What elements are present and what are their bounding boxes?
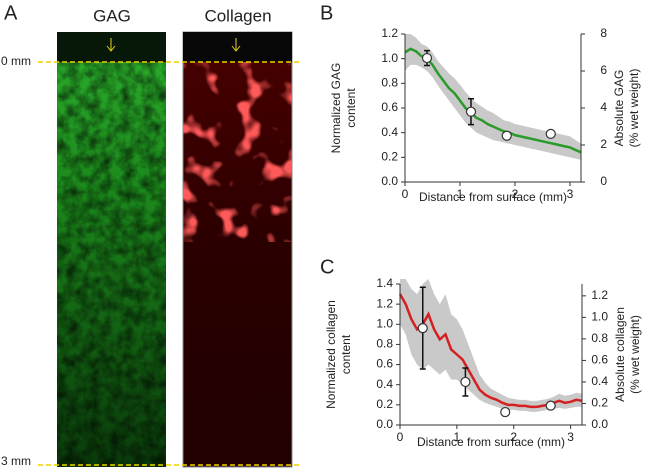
panel-label: C: [320, 256, 334, 278]
x-tick-label: 3: [567, 430, 574, 444]
surface-arrow: [106, 38, 241, 52]
image-top: [183, 32, 292, 62]
y2-tick-label: 0.4: [591, 374, 608, 388]
data-point: [545, 128, 556, 139]
y2-tick-label: 2: [600, 137, 607, 151]
column-title: GAG: [93, 6, 131, 25]
y-tick-label: 0.0: [376, 417, 393, 431]
y-tick-label: 1.0: [381, 51, 398, 65]
y-tick-label: 1.4: [376, 276, 393, 290]
micrograph-panel: A GAG Collagen 0 mm 3 mm: [1, 2, 300, 468]
data-point: [501, 130, 512, 141]
y-tick-label: 0.4: [381, 125, 398, 139]
y-tick-label: 0.8: [381, 76, 398, 90]
y-tick-label: 0.8: [376, 337, 393, 351]
chart: C 0 1 2 3 0.0 0.2 0.4 0.6 0.8 1.0 1.2 1.4 0.0 0.2 0.4 0.…: [320, 256, 642, 449]
data-point: [545, 400, 556, 411]
std-band: [405, 34, 581, 160]
x-tick-label: 0: [402, 187, 409, 201]
y-axis-label: content: [344, 88, 358, 128]
y-tick-label: 1.0: [376, 316, 393, 330]
collagen-texture: [183, 62, 292, 242]
x-tick-label: 1: [454, 430, 461, 444]
panel-label: B: [320, 2, 333, 24]
y-tick-label: 0.4: [376, 377, 393, 391]
panel-label: A: [4, 2, 18, 24]
y2-tick-label: 6: [600, 63, 607, 77]
std-band: [400, 278, 582, 412]
x-tick-label: 2: [512, 187, 519, 201]
y2-axis-label: Absolute GAG: [612, 70, 626, 147]
y2-tick-label: 0: [600, 174, 607, 188]
x-tick-label: 0: [397, 430, 404, 444]
chart: B 0 1 2 3 0.0 0.2 0.4 0.6 0.8 1.0 1.2 0 2 4 6 8 Distance …: [320, 2, 641, 204]
y2-tick-label: 0.2: [591, 396, 608, 410]
depth-label: 3 mm: [1, 454, 31, 468]
data-point: [460, 376, 471, 388]
y2-axis-label: Absolute collagen: [613, 307, 627, 402]
y-tick-label: 0.2: [381, 150, 398, 164]
y2-tick-label: 4: [600, 100, 607, 114]
y2-tick-label: 8: [600, 26, 607, 40]
y-tick-label: 0.2: [376, 397, 393, 411]
y2-tick-label: 1.0: [591, 310, 608, 324]
y-axis-label: content: [339, 334, 353, 374]
x-tick-label: 3: [567, 187, 574, 201]
y2-tick-label: 0.8: [591, 331, 608, 345]
y-tick-label: 1.2: [381, 26, 398, 40]
x-tick-label: 1: [457, 187, 464, 201]
y-tick-label: 0.6: [376, 357, 393, 371]
data-point: [465, 106, 477, 117]
data-point: [500, 406, 511, 418]
y2-tick-label: 0.6: [591, 353, 608, 367]
mean-line: [404, 47, 582, 154]
gag-texture: [57, 32, 166, 467]
y-axis-label: Normalized GAG: [329, 63, 343, 154]
y2-tick-label: 0.0: [591, 417, 608, 431]
y-axis-label: Normalized collagen: [324, 300, 338, 409]
depth-label: 0 mm: [1, 54, 31, 68]
y2-axis-label: (% wet weight): [627, 69, 641, 148]
y-tick-label: 0.6: [381, 100, 398, 114]
axis-frame: [399, 284, 583, 426]
y2-tick-label: 1.2: [591, 288, 608, 302]
column-title: Collagen: [204, 6, 271, 25]
x-axis-label: Distance from surface (mm): [419, 190, 567, 204]
y-tick-label: 1.2: [376, 296, 393, 310]
y2-axis-label: (% wet weight): [628, 315, 642, 394]
data-point: [417, 323, 428, 334]
x-axis-label: Distance from surface (mm): [417, 435, 565, 449]
x-tick-label: 2: [510, 430, 517, 444]
data-point: [421, 52, 433, 64]
y-tick-label: 0.0: [381, 174, 398, 188]
